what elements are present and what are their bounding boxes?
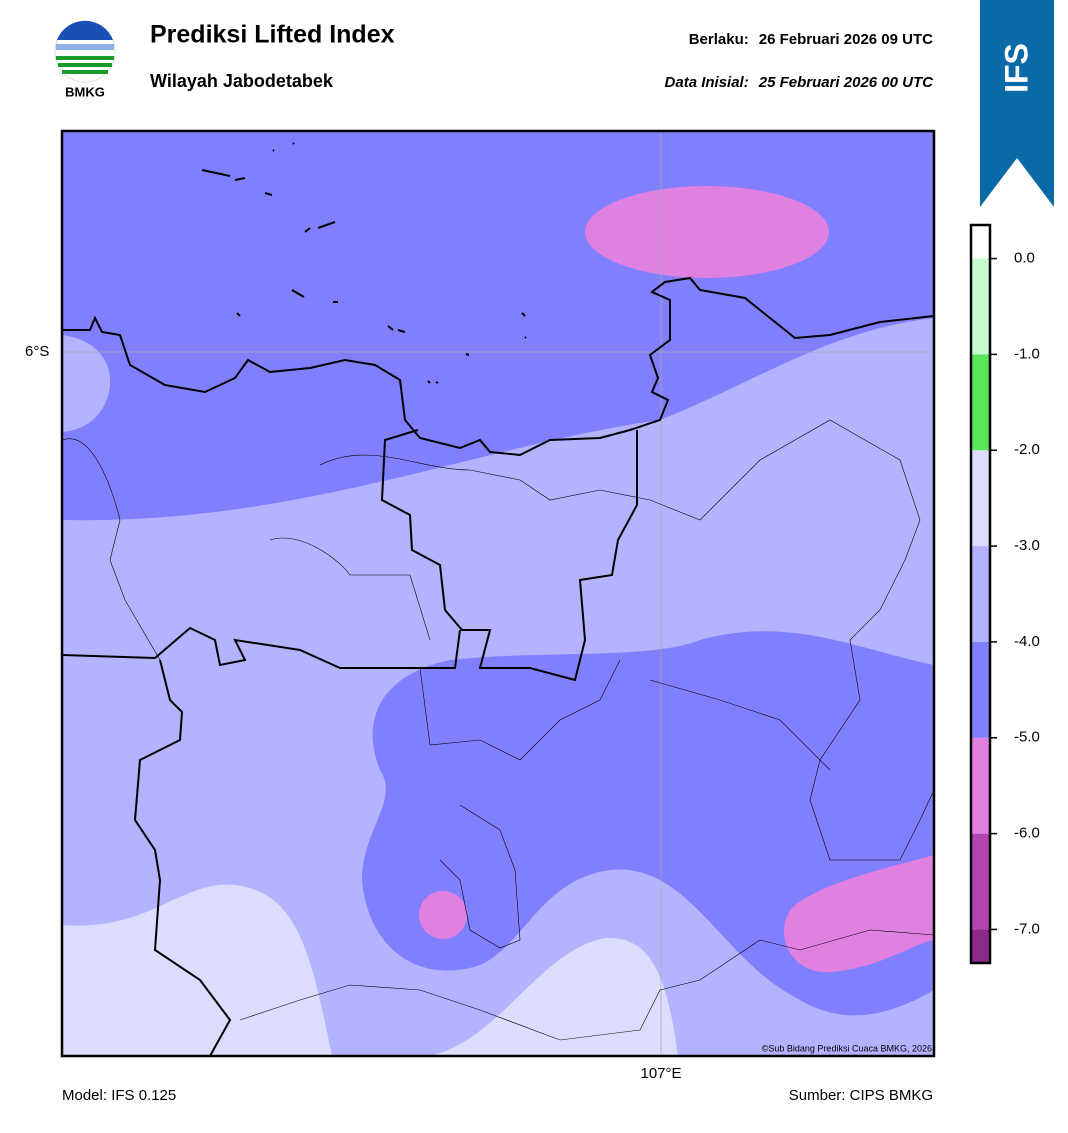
colorbar-tick-label: -2.0 [1014, 441, 1040, 458]
source: Sumber: CIPS BMKG [789, 1087, 933, 1104]
colorbar-segment [971, 546, 990, 642]
title: Prediksi Lifted Index [150, 21, 395, 49]
valid-line: Berlaku: 26 Februari 2026 09 UTC [689, 31, 933, 48]
colorbar-segment [971, 929, 990, 963]
colorbar-tick-label: 0.0 [1014, 250, 1035, 267]
init-line: Data Inisial: 25 Februari 2026 00 UTC [665, 74, 935, 91]
colorbar-tick-label: -3.0 [1014, 537, 1040, 554]
colorbar-segment [971, 354, 990, 451]
valid-label: Berlaku: [689, 31, 749, 48]
colorbar-tick-label: -5.0 [1014, 729, 1040, 746]
colorbar-tick-label: -7.0 [1014, 920, 1040, 937]
colorbar-segment [971, 450, 990, 547]
colorbar-segment [971, 833, 990, 930]
colorbar-segment [971, 258, 990, 355]
subtitle: Wilayah Jabodetabek [150, 71, 334, 91]
colorbar: -7.0 -6.0 -5.0 -4.0 -3.0 -2.0 -1.0 0.0 [969, 223, 1040, 965]
model: Model: IFS 0.125 [62, 1087, 176, 1104]
lat-label: 6°S [25, 343, 49, 360]
colorbar-segment [971, 641, 990, 738]
credit: ©Sub Bidang Prediksi Cuaca BMKG, 2026 [762, 1043, 932, 1053]
valid-time: 26 Februari 2026 09 UTC [759, 31, 933, 48]
logo-text: BMKG [65, 84, 105, 99]
colorbar-tick-label: -6.0 [1014, 825, 1040, 842]
init-label: Data Inisial: [665, 74, 749, 91]
colorbar-segment [971, 225, 990, 259]
colorbar-frame [969, 223, 992, 965]
colorbar-tick-label: -4.0 [1014, 633, 1040, 650]
badge-text: IFS [998, 43, 1034, 93]
map: ©Sub Bidang Prediksi Cuaca BMKG, 2026 [62, 131, 934, 1056]
colorbar-tick-label: -1.0 [1014, 345, 1040, 362]
map-frame [60, 129, 936, 1058]
init-time: 25 Februari 2026 00 UTC [758, 74, 934, 91]
logo: BMKG [54, 20, 116, 99]
badge [980, 0, 1054, 207]
lon-label: 107°E [640, 1065, 681, 1082]
colorbar-segment [971, 737, 990, 834]
